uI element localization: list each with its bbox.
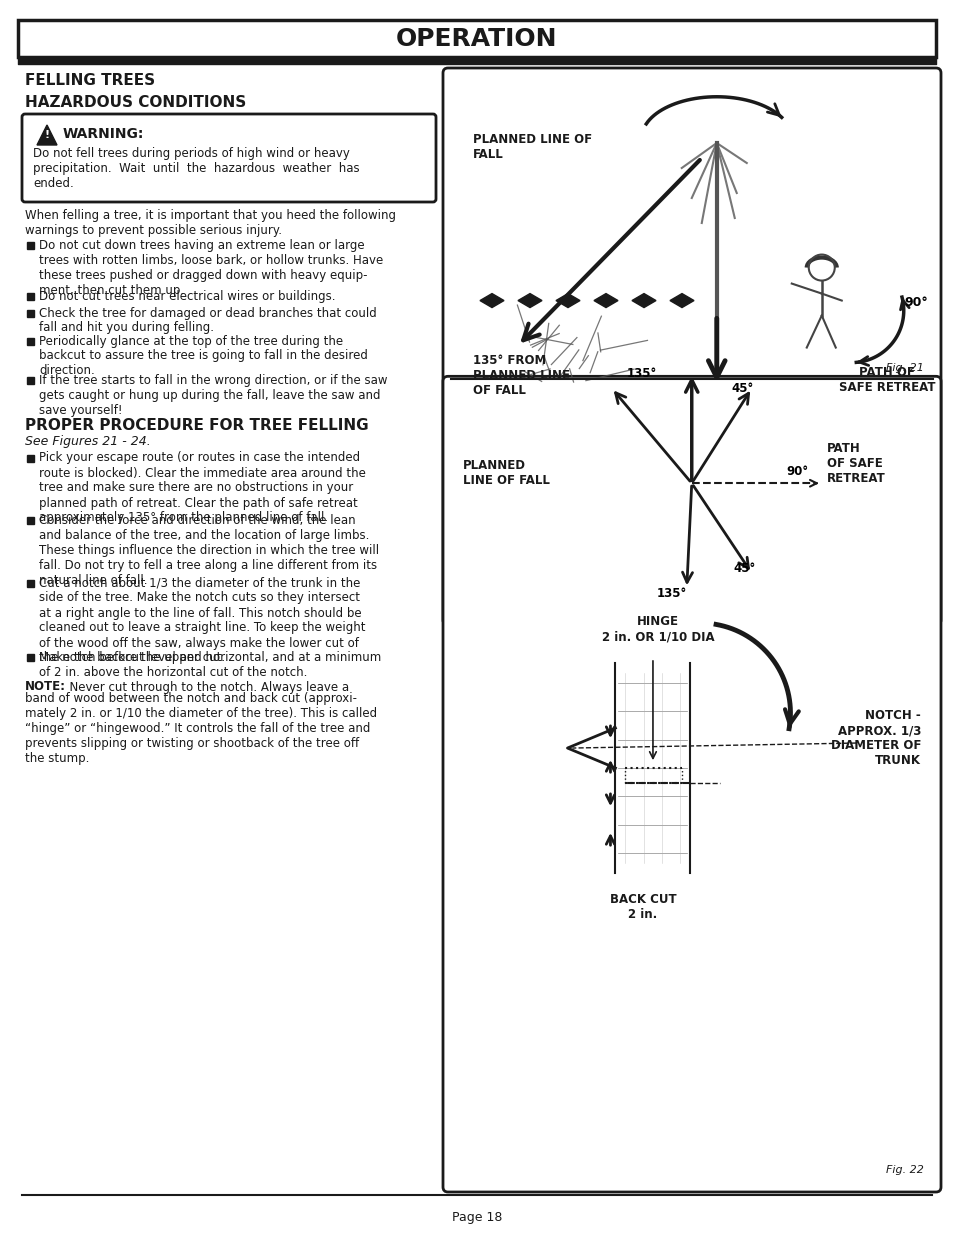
Text: Do not cut trees near electrical wires or buildings.: Do not cut trees near electrical wires o… [39,290,335,303]
Text: 90°: 90° [786,464,808,478]
Text: Do not cut down trees having an extreme lean or large
trees with rotten limbs, l: Do not cut down trees having an extreme … [39,240,383,296]
Text: 90°: 90° [903,296,927,309]
Text: Make the backcut level and horizontal, and at a minimum
of 2 in. above the horiz: Make the backcut level and horizontal, a… [39,651,381,678]
Text: FELLING TREES: FELLING TREES [25,73,155,88]
Polygon shape [27,454,34,462]
Polygon shape [27,293,34,300]
Polygon shape [517,294,541,308]
Text: WARNING:: WARNING: [63,127,144,141]
Polygon shape [27,517,34,524]
Polygon shape [669,294,693,308]
Text: PLANNED
LINE OF FALL: PLANNED LINE OF FALL [462,459,549,488]
Polygon shape [27,579,34,587]
Polygon shape [27,337,34,345]
Text: When felling a tree, it is important that you heed the following
warnings to pre: When felling a tree, it is important tha… [25,209,395,237]
Text: PLANNED LINE OF
FALL: PLANNED LINE OF FALL [473,133,592,161]
Text: band of wood between the notch and back cut (approxi-
mately 2 in. or 1/10 the d: band of wood between the notch and back … [25,692,376,764]
Text: HAZARDOUS CONDITIONS: HAZARDOUS CONDITIONS [25,95,246,110]
Polygon shape [27,242,34,249]
Polygon shape [479,294,503,308]
Text: NOTE:: NOTE: [25,680,66,694]
Text: Cut a notch about 1/3 the diameter of the trunk in the
side of the tree. Make th: Cut a notch about 1/3 the diameter of th… [39,577,365,664]
Text: Periodically glance at the top of the tree during the
backcut to assure the tree: Periodically glance at the top of the tr… [39,335,368,378]
FancyBboxPatch shape [18,20,935,57]
Polygon shape [631,294,656,308]
Polygon shape [27,653,34,661]
Polygon shape [37,125,57,144]
Text: PATH OF
SAFE RETREAT: PATH OF SAFE RETREAT [838,366,934,394]
Text: PROPER PROCEDURE FOR TREE FELLING: PROPER PROCEDURE FOR TREE FELLING [25,417,368,432]
Text: If the tree starts to fall in the wrong direction, or if the saw
gets caught or : If the tree starts to fall in the wrong … [39,374,387,417]
FancyBboxPatch shape [442,377,940,1192]
Text: HINGE
2 in. OR 1/10 DIA: HINGE 2 in. OR 1/10 DIA [601,615,714,643]
Text: See Figures 21 - 24.: See Figures 21 - 24. [25,436,151,448]
Text: Fig. 21: Fig. 21 [885,363,923,373]
Text: Page 18: Page 18 [452,1212,501,1224]
Text: OPERATION: OPERATION [395,26,558,51]
Text: 135°: 135° [656,587,686,600]
Text: !: ! [45,130,50,140]
Text: PATH
OF SAFE
RETREAT: PATH OF SAFE RETREAT [826,442,884,485]
Text: 135° FROM
PLANNED LINE
OF FALL: 135° FROM PLANNED LINE OF FALL [473,353,569,396]
Text: Check the tree for damaged or dead branches that could
fall and hit you during f: Check the tree for damaged or dead branc… [39,306,376,335]
FancyBboxPatch shape [22,114,436,203]
Text: Fig. 22: Fig. 22 [885,1165,923,1174]
Polygon shape [594,294,618,308]
Text: NOTCH -
APPROX. 1/3
DIAMETER OF
TRUNK: NOTCH - APPROX. 1/3 DIAMETER OF TRUNK [830,709,920,767]
Text: BACK CUT
2 in.: BACK CUT 2 in. [609,893,676,921]
Text: 45°: 45° [733,562,755,574]
Text: Pick your escape route (or routes in case the intended
route is blocked). Clear : Pick your escape route (or routes in cas… [39,452,366,525]
Text: 135°: 135° [626,367,657,379]
Polygon shape [27,310,34,316]
Text: 45°: 45° [731,382,753,395]
Polygon shape [556,294,579,308]
FancyBboxPatch shape [442,68,940,625]
Circle shape [686,478,696,488]
Text: Do not fell trees during periods of high wind or heavy
precipitation.  Wait  unt: Do not fell trees during periods of high… [33,147,359,190]
Text: Never cut through to the notch. Always leave a: Never cut through to the notch. Always l… [62,680,349,694]
Text: Consider the force and direction of the wind, the lean
and balance of the tree, : Consider the force and direction of the … [39,514,378,587]
Polygon shape [27,377,34,384]
